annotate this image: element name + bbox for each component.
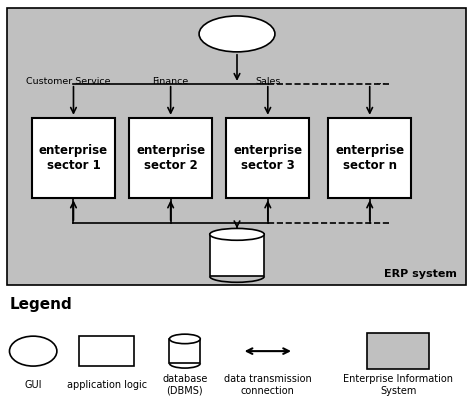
FancyBboxPatch shape: [210, 234, 264, 277]
Text: ERP system: ERP system: [383, 269, 456, 279]
FancyBboxPatch shape: [226, 118, 309, 198]
FancyBboxPatch shape: [32, 118, 115, 198]
Ellipse shape: [199, 16, 275, 52]
Text: Finance: Finance: [153, 77, 189, 86]
Text: database
(DBMS): database (DBMS): [162, 374, 208, 396]
Text: enterprise
sector n: enterprise sector n: [335, 144, 404, 172]
Text: application logic: application logic: [66, 380, 147, 390]
FancyBboxPatch shape: [129, 118, 212, 198]
FancyBboxPatch shape: [328, 118, 411, 198]
Ellipse shape: [170, 334, 200, 344]
Text: Customer Service: Customer Service: [27, 77, 111, 86]
Text: GUI: GUI: [25, 380, 42, 390]
FancyBboxPatch shape: [367, 333, 429, 369]
Text: ...: ...: [376, 76, 387, 86]
FancyBboxPatch shape: [170, 339, 200, 363]
Text: Sales: Sales: [255, 77, 281, 86]
Text: data transmission
connection: data transmission connection: [224, 374, 312, 396]
Ellipse shape: [210, 228, 264, 240]
Text: enterprise
sector 2: enterprise sector 2: [136, 144, 205, 172]
Text: enterprise
sector 3: enterprise sector 3: [233, 144, 302, 172]
Text: Legend: Legend: [9, 297, 72, 312]
FancyBboxPatch shape: [7, 8, 466, 285]
FancyBboxPatch shape: [80, 336, 134, 366]
Text: Enterprise Information
System: Enterprise Information System: [343, 374, 453, 396]
Text: enterprise
sector 1: enterprise sector 1: [39, 144, 108, 172]
Ellipse shape: [9, 336, 57, 366]
